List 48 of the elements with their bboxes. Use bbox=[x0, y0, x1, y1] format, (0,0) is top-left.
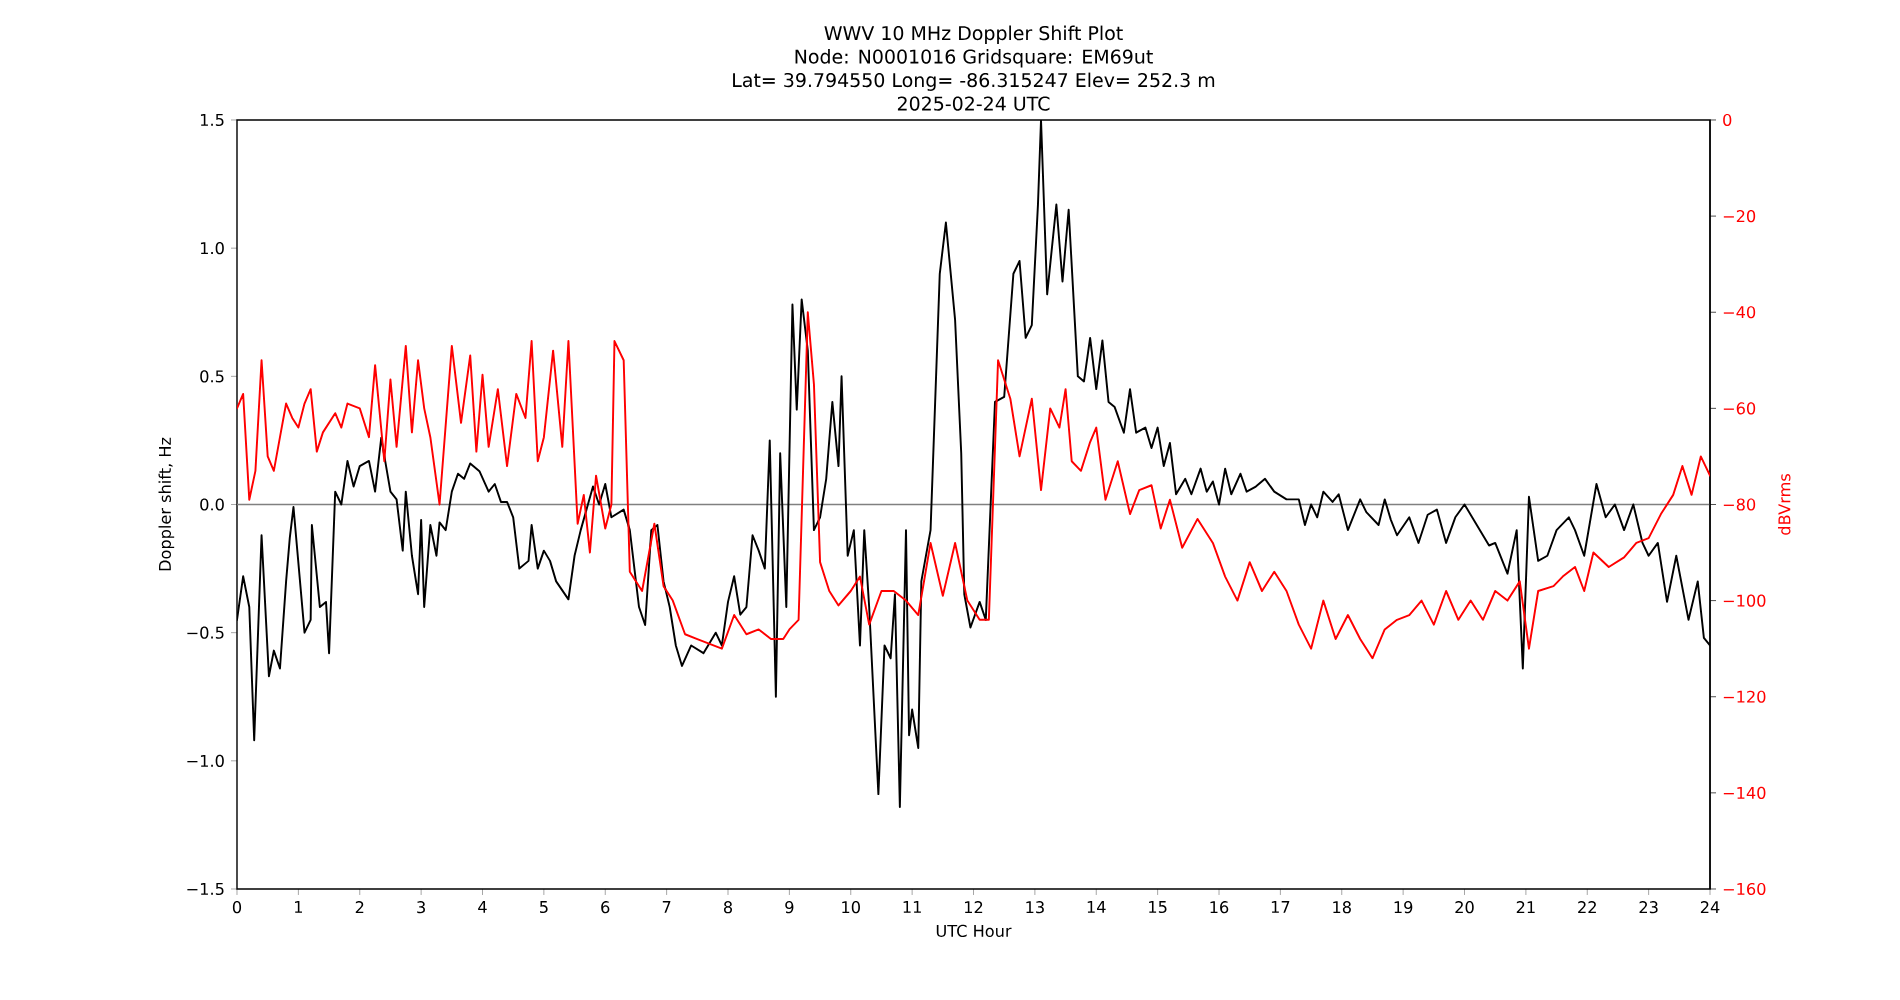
x-tick-label: 6 bbox=[601, 901, 610, 914]
y2-tick-label: −100 bbox=[1723, 594, 1766, 607]
y2-tick-label: 0 bbox=[1723, 113, 1732, 127]
x-tick-label: 8 bbox=[723, 901, 733, 914]
x-tick-label: 22 bbox=[1578, 901, 1596, 914]
x-tick-label: 10 bbox=[842, 901, 860, 914]
y2-tick-label: −120 bbox=[1723, 690, 1766, 703]
y2-axis-title: dBVrms bbox=[1777, 474, 1791, 535]
y-tick-label: 1.0 bbox=[200, 242, 224, 255]
x-tick-label: 16 bbox=[1210, 901, 1229, 914]
x-tick-label: 24 bbox=[1700, 901, 1720, 914]
x-tick-label: 12 bbox=[964, 901, 983, 914]
y-axis-title: Doppler shift, Hz bbox=[158, 437, 175, 571]
y2-tick-label: −40 bbox=[1723, 306, 1756, 319]
x-tick-label: 17 bbox=[1271, 901, 1290, 913]
y2-tick-label: −60 bbox=[1723, 402, 1756, 415]
x-tick-label: 2 bbox=[355, 901, 364, 914]
x-axis-title: UTC Hour bbox=[936, 924, 1012, 937]
x-tick-label: 3 bbox=[417, 901, 425, 914]
x-tick-label: 1 bbox=[295, 901, 302, 913]
x-tick-label: 5 bbox=[540, 901, 548, 914]
x-tick-label: 15 bbox=[1149, 901, 1167, 914]
y-tick-label: 0.5 bbox=[200, 370, 224, 383]
y-tick-label: −1.5 bbox=[187, 882, 224, 895]
x-tick-label: 20 bbox=[1455, 901, 1474, 914]
x-tick-label: 7 bbox=[662, 901, 671, 913]
chart-title: WWV 10 MHz Doppler Shift Plot bbox=[824, 25, 1123, 44]
x-tick-label: 18 bbox=[1333, 901, 1351, 914]
y-tick-label: 0.0 bbox=[200, 498, 224, 511]
y-tick-label: −1.0 bbox=[187, 754, 224, 767]
x-tick-label: 14 bbox=[1087, 901, 1106, 913]
x-tick-label: 23 bbox=[1639, 901, 1658, 914]
y-tick-label: −0.5 bbox=[187, 626, 224, 639]
y-tick-label: 1.5 bbox=[200, 113, 224, 126]
x-tick-label: 0 bbox=[232, 901, 242, 914]
y2-tick-label: −80 bbox=[1723, 498, 1756, 511]
x-tick-label: 21 bbox=[1516, 901, 1535, 914]
y2-tick-label: −140 bbox=[1723, 786, 1766, 799]
text: 2025-02-24 UTC bbox=[897, 96, 1050, 111]
x-tick-label: 9 bbox=[785, 901, 794, 914]
y2-tick-label: −20 bbox=[1723, 210, 1756, 223]
x-tick-label: 13 bbox=[1026, 901, 1044, 914]
x-tick-label: 4 bbox=[478, 901, 487, 913]
x-tick-label: 19 bbox=[1394, 901, 1413, 914]
text: Lat= 39.794550 Long= -86.315247 Elev= 252.3 m bbox=[733, 72, 1215, 91]
chart-subtitle: Node: N0001016 Gridsquare: EM69ut bbox=[795, 49, 1153, 68]
y2-tick-label: −160 bbox=[1723, 882, 1766, 896]
x-tick-label: 11 bbox=[903, 901, 921, 913]
